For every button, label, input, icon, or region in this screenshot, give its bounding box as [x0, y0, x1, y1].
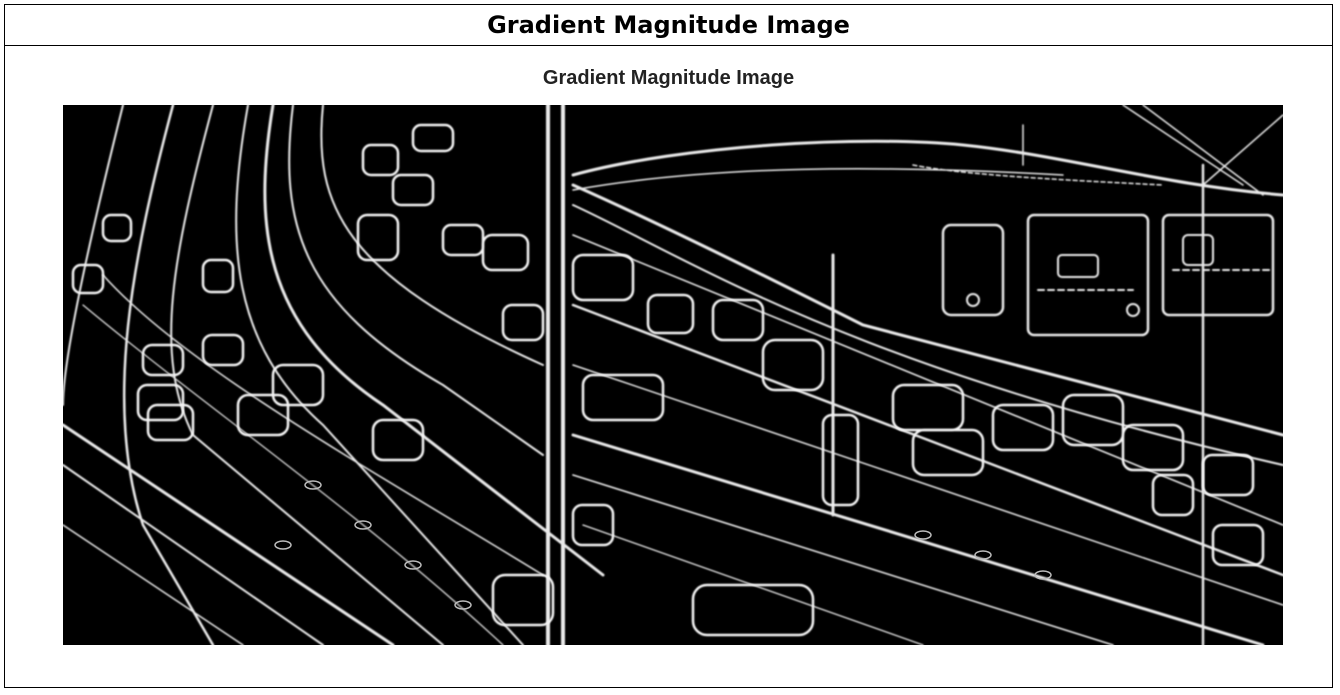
figure-title: Gradient Magnitude Image — [542, 67, 795, 89]
figure-frame: Gradient Magnitude Image Gradient Magnit… — [4, 4, 1333, 688]
header-title: Gradient Magnitude Image — [487, 11, 850, 39]
table-header: Gradient Magnitude Image — [5, 5, 1332, 46]
gradient-magnitude-image — [63, 105, 1283, 645]
edge-map-icon — [63, 105, 1283, 645]
